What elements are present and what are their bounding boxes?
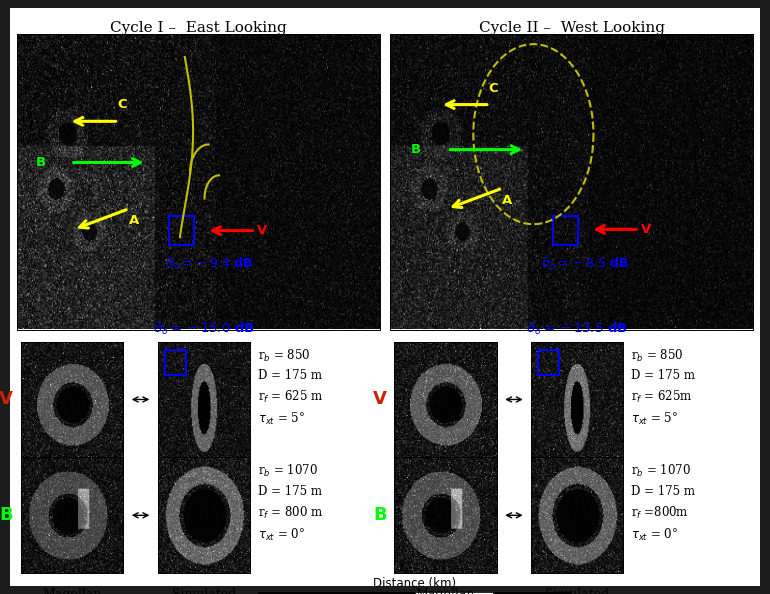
Text: A: A (129, 214, 139, 228)
Text: $\bar{\sigma}_o = -9.4$ dB: $\bar{\sigma}_o = -9.4$ dB (165, 256, 253, 272)
Text: Magellan: Magellan (416, 588, 475, 594)
Text: B: B (373, 506, 387, 525)
Bar (165, 350, 186, 375)
Text: V: V (641, 223, 651, 236)
Bar (494, 592, 572, 594)
Text: V: V (257, 225, 268, 238)
Text: Simulated: Simulated (545, 588, 610, 594)
Text: V: V (0, 390, 13, 409)
Text: Cycle II –  West Looking: Cycle II – West Looking (479, 21, 665, 35)
Bar (415, 592, 494, 594)
Bar (258, 592, 415, 594)
Text: Simulated: Simulated (172, 588, 236, 594)
Bar (553, 216, 578, 245)
Text: $\bar{\sigma}_o = -15.0$ dB: $\bar{\sigma}_o = -15.0$ dB (153, 321, 255, 337)
Text: C: C (118, 99, 127, 112)
Bar (538, 350, 559, 375)
Text: B: B (411, 144, 421, 156)
Text: r$_b$ = 850
D = 175 m
r$_f$ = 625 m
$\tau_{xt}$ = 5°: r$_b$ = 850 D = 175 m r$_f$ = 625 m $\ta… (258, 347, 323, 428)
Text: B: B (0, 506, 13, 525)
Text: $\bar{\sigma}_o = -13.5$ dB: $\bar{\sigma}_o = -13.5$ dB (527, 321, 628, 337)
Text: $\bar{\sigma}_o = -8.5$ dB: $\bar{\sigma}_o = -8.5$ dB (541, 256, 629, 272)
Bar (169, 216, 194, 245)
Text: B: B (35, 156, 45, 169)
Text: r$_b$ = 850
D = 175 m
r$_f$ = 625m
$\tau_{xt}$ = 5°: r$_b$ = 850 D = 175 m r$_f$ = 625m $\tau… (631, 347, 695, 428)
Text: Distance (km): Distance (km) (373, 577, 457, 590)
Text: V: V (373, 390, 387, 409)
Text: Cycle I –  East Looking: Cycle I – East Looking (110, 21, 286, 35)
Text: r$_b$ = 1070
D = 175 m
r$_f$ = 800 m
$\tau_{xt}$ = 0°: r$_b$ = 1070 D = 175 m r$_f$ = 800 m $\t… (258, 463, 323, 544)
Text: Magellan: Magellan (42, 588, 102, 594)
Text: A: A (502, 194, 513, 207)
Text: C: C (489, 82, 498, 94)
Text: r$_b$ = 1070
D = 175 m
r$_f$ =800m
$\tau_{xt}$ = 0°: r$_b$ = 1070 D = 175 m r$_f$ =800m $\tau… (631, 463, 695, 544)
